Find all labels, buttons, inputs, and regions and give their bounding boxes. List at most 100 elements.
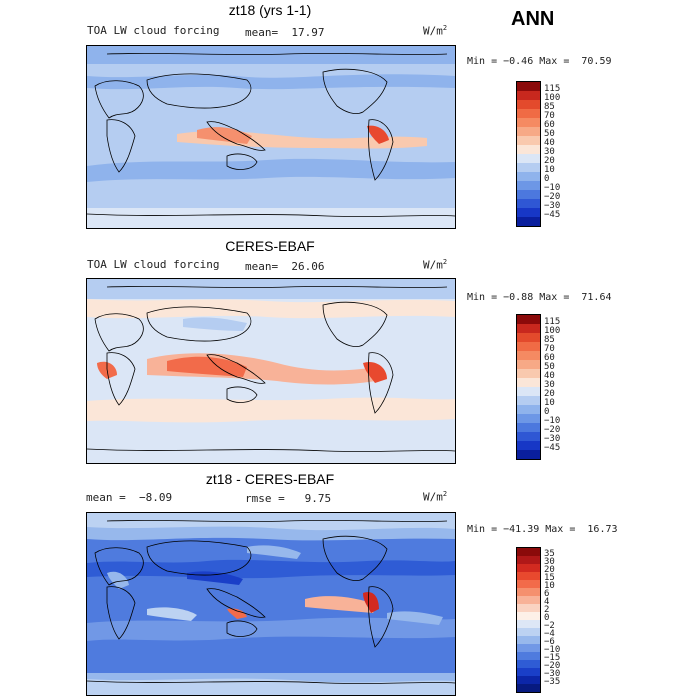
colorbar-swatch xyxy=(517,432,540,441)
colorbar-tick-label: 115 xyxy=(544,317,561,327)
colorbar-swatch xyxy=(517,127,540,136)
colorbar-swatch xyxy=(517,109,540,118)
colorbar-tick-label: 0 xyxy=(544,174,550,184)
panel-2-colorbar-labels: 115 100 85 70 60 50 40 30 20 10 0 −10 −20 −30 −45 xyxy=(544,314,584,458)
colorbar-tick-label: −6 xyxy=(544,637,555,647)
colorbar-swatch xyxy=(517,351,540,360)
panel-1-map xyxy=(86,45,456,229)
colorbar-tick-label: 50 xyxy=(544,362,555,372)
colorbar-swatch xyxy=(517,441,540,450)
colorbar-tick-label: 85 xyxy=(544,335,555,345)
colorbar-tick-label: 40 xyxy=(544,371,555,381)
colorbar-swatch xyxy=(517,181,540,190)
colorbar-tick-label: −30 xyxy=(544,434,561,444)
colorbar-tick-label: 2 xyxy=(544,605,550,615)
panel-3-mean: mean = −8.09 xyxy=(86,491,173,504)
panel-1-mean: mean= 17.97 xyxy=(245,26,325,39)
colorbar-tick-label: 100 xyxy=(544,326,561,336)
colorbar-tick-label: −45 xyxy=(544,443,561,453)
colorbar-swatch xyxy=(517,580,540,588)
colorbar-swatch xyxy=(517,360,540,369)
colorbar-swatch xyxy=(517,208,540,217)
panel-1-title: zt18 (yrs 1-1) xyxy=(228,2,312,18)
colorbar-swatch xyxy=(517,172,540,181)
colorbar-tick-label: 6 xyxy=(544,589,550,599)
colorbar-tick-label: −10 xyxy=(544,416,561,426)
colorbar-tick-label: 10 xyxy=(544,398,555,408)
colorbar-swatch xyxy=(517,378,540,387)
panel-3-rmse: rmse = 9.75 xyxy=(245,492,332,505)
colorbar-swatch xyxy=(517,342,540,351)
colorbar-tick-label: 20 xyxy=(544,565,555,575)
panel-3-colorbar-labels: 35 30 20 15 10 6 4 2 0 −2 −4 −6 −10 −15 −20 −30 −35 xyxy=(544,547,584,691)
colorbar-swatch xyxy=(517,644,540,652)
colorbar-tick-label: −10 xyxy=(544,183,561,193)
colorbar-tick-label: 10 xyxy=(544,165,555,175)
panel-2-units: W/m2 xyxy=(423,258,448,272)
colorbar-swatch xyxy=(517,652,540,660)
colorbar-tick-label: −10 xyxy=(544,645,561,655)
colorbar-swatch xyxy=(517,145,540,154)
colorbar-tick-label: 15 xyxy=(544,573,555,583)
colorbar-tick-label: 0 xyxy=(544,613,550,623)
colorbar-swatch xyxy=(517,596,540,604)
colorbar-tick-label: 100 xyxy=(544,93,561,103)
colorbar-swatch xyxy=(517,612,540,620)
colorbar-swatch xyxy=(517,620,540,628)
colorbar-swatch xyxy=(517,190,540,199)
panel-3-map xyxy=(86,512,456,696)
colorbar-swatch xyxy=(517,199,540,208)
panel-2-colorbar xyxy=(516,314,541,460)
colorbar-swatch xyxy=(517,548,540,556)
colorbar-swatch xyxy=(517,572,540,580)
colorbar-swatch xyxy=(517,556,540,564)
panel-2-title: CERES-EBAF xyxy=(225,238,315,254)
colorbar-swatch xyxy=(517,91,540,100)
colorbar-tick-label: 35 xyxy=(544,549,555,559)
colorbar-tick-label: 50 xyxy=(544,129,555,139)
colorbar-swatch xyxy=(517,154,540,163)
panel-1-units: W/m2 xyxy=(423,24,448,38)
panel-2-minmax: Min = −0.88 Max = 71.64 xyxy=(467,292,612,303)
season-label: ANN xyxy=(511,8,555,30)
colorbar-swatch xyxy=(517,668,540,676)
colorbar-tick-label: −30 xyxy=(544,669,561,679)
panel-3-minmax: Min = −41.39 Max = 16.73 xyxy=(467,524,618,535)
colorbar-tick-label: 20 xyxy=(544,389,555,399)
colorbar-swatch xyxy=(517,369,540,378)
colorbar-swatch xyxy=(517,387,540,396)
colorbar-tick-label: 70 xyxy=(544,344,555,354)
colorbar-tick-label: 20 xyxy=(544,156,555,166)
colorbar-tick-label: 70 xyxy=(544,111,555,121)
colorbar-tick-label: 30 xyxy=(544,380,555,390)
colorbar-tick-label: 40 xyxy=(544,138,555,148)
colorbar-swatch xyxy=(517,100,540,109)
colorbar-swatch xyxy=(517,684,540,692)
panel-2-field-label: TOA LW cloud forcing xyxy=(87,258,220,271)
colorbar-swatch xyxy=(517,163,540,172)
colorbar-swatch xyxy=(517,636,540,644)
colorbar-tick-label: 30 xyxy=(544,147,555,157)
panel-1-minmax: Min = −0.46 Max = 70.59 xyxy=(467,56,612,67)
colorbar-swatch xyxy=(517,315,540,324)
panel-3-units: W/m2 xyxy=(423,490,448,504)
colorbar-tick-label: −4 xyxy=(544,629,555,639)
colorbar-tick-label: 4 xyxy=(544,597,550,607)
colorbar-tick-label: −45 xyxy=(544,210,561,220)
panel-2-mean: mean= 26.06 xyxy=(245,260,325,273)
colorbar-tick-label: 60 xyxy=(544,120,555,130)
colorbar-tick-label: 10 xyxy=(544,581,555,591)
colorbar-tick-label: −30 xyxy=(544,201,561,211)
colorbar-tick-label: −20 xyxy=(544,425,561,435)
panel-3-title: zt18 - CERES-EBAF xyxy=(205,471,335,487)
colorbar-tick-label: −35 xyxy=(544,677,561,687)
colorbar-swatch xyxy=(517,588,540,596)
colorbar-swatch xyxy=(517,423,540,432)
colorbar-swatch xyxy=(517,676,540,684)
panel-1-field-label: TOA LW cloud forcing xyxy=(87,24,220,37)
colorbar-tick-label: 30 xyxy=(544,557,555,567)
colorbar-tick-label: 60 xyxy=(544,353,555,363)
colorbar-swatch xyxy=(517,118,540,127)
panel-1-colorbar-labels: 115 100 85 70 60 50 40 30 20 10 0 −10 −20 −30 −45 xyxy=(544,81,584,225)
colorbar-swatch xyxy=(517,396,540,405)
